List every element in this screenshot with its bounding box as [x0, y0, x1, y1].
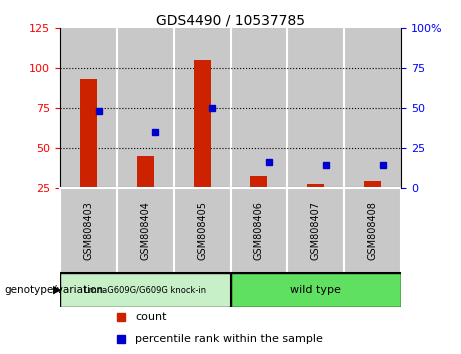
Title: GDS4490 / 10537785: GDS4490 / 10537785 [156, 13, 305, 27]
Text: GSM808405: GSM808405 [197, 201, 207, 260]
Text: LmnaG609G/G609G knock-in: LmnaG609G/G609G knock-in [84, 286, 206, 295]
Bar [307, 184, 324, 188]
Text: percentile rank within the sample: percentile rank within the sample [135, 334, 323, 344]
Bar [136, 156, 154, 188]
FancyBboxPatch shape [230, 273, 401, 307]
Bar [80, 79, 97, 188]
Bar [194, 60, 211, 188]
FancyBboxPatch shape [60, 273, 230, 307]
Bar [174, 28, 230, 188]
FancyBboxPatch shape [230, 188, 287, 273]
Text: genotype/variation: genotype/variation [5, 285, 104, 295]
Bar [344, 28, 401, 188]
Text: GSM808408: GSM808408 [367, 201, 378, 260]
Text: wild type: wild type [290, 285, 341, 295]
Text: GSM808406: GSM808406 [254, 201, 264, 260]
Bar [60, 28, 117, 188]
Text: GSM808404: GSM808404 [140, 201, 150, 260]
FancyBboxPatch shape [287, 188, 344, 273]
Bar [287, 28, 344, 188]
Bar [250, 176, 267, 188]
Bar [364, 181, 381, 188]
Text: GSM808403: GSM808403 [83, 201, 94, 260]
Bar [117, 28, 174, 188]
FancyBboxPatch shape [174, 188, 230, 273]
FancyBboxPatch shape [117, 188, 174, 273]
Text: GSM808407: GSM808407 [311, 201, 321, 260]
Bar [230, 28, 287, 188]
Text: ▶: ▶ [53, 285, 61, 295]
FancyBboxPatch shape [344, 188, 401, 273]
FancyBboxPatch shape [60, 188, 117, 273]
Text: count: count [135, 312, 166, 322]
